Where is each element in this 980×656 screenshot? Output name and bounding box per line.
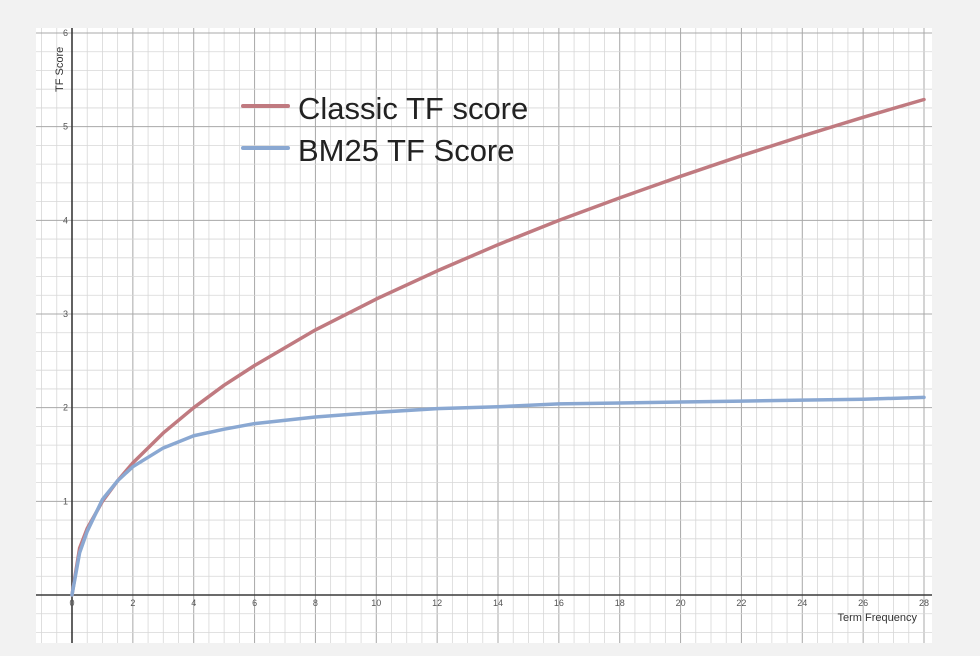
- plot-background: [36, 28, 932, 643]
- x-axis-title: Term Frequency: [838, 612, 918, 624]
- legend: Classic TF score BM25 TF Score: [241, 91, 528, 168]
- series-line-bm25-tf: [70, 395, 926, 597]
- x-tick-label: 18: [615, 598, 625, 608]
- y-axis-title: TF Score: [54, 47, 66, 92]
- x-tick-label: 22: [736, 598, 746, 608]
- x-tick-label: 26: [858, 598, 868, 608]
- x-tick-label: 6: [252, 598, 257, 608]
- y-tick-label: 3: [63, 309, 68, 319]
- x-tick-label: 2: [130, 598, 135, 608]
- x-tick-label: 24: [797, 598, 807, 608]
- x-tick-label: 20: [676, 598, 686, 608]
- y-tick-label: 1: [63, 496, 68, 506]
- x-tick-label: 16: [554, 598, 564, 608]
- legend-label-classic: Classic TF score: [298, 91, 528, 126]
- x-tick-label: 10: [371, 598, 381, 608]
- series-lines: [70, 97, 926, 597]
- x-tick-label: 28: [919, 598, 929, 608]
- y-tick-label: 5: [63, 122, 68, 132]
- x-tick-label: 12: [432, 598, 442, 608]
- y-tick-label: 4: [63, 215, 68, 225]
- x-tick-label: 8: [313, 598, 318, 608]
- x-tick-label: 0: [69, 598, 74, 608]
- axes: [36, 28, 932, 643]
- y-tick-label: 2: [63, 403, 68, 413]
- x-tick-label: 14: [493, 598, 503, 608]
- x-tick-label: 4: [191, 598, 196, 608]
- y-tick-label: 6: [63, 28, 68, 38]
- legend-label-bm25: BM25 TF Score: [298, 133, 515, 168]
